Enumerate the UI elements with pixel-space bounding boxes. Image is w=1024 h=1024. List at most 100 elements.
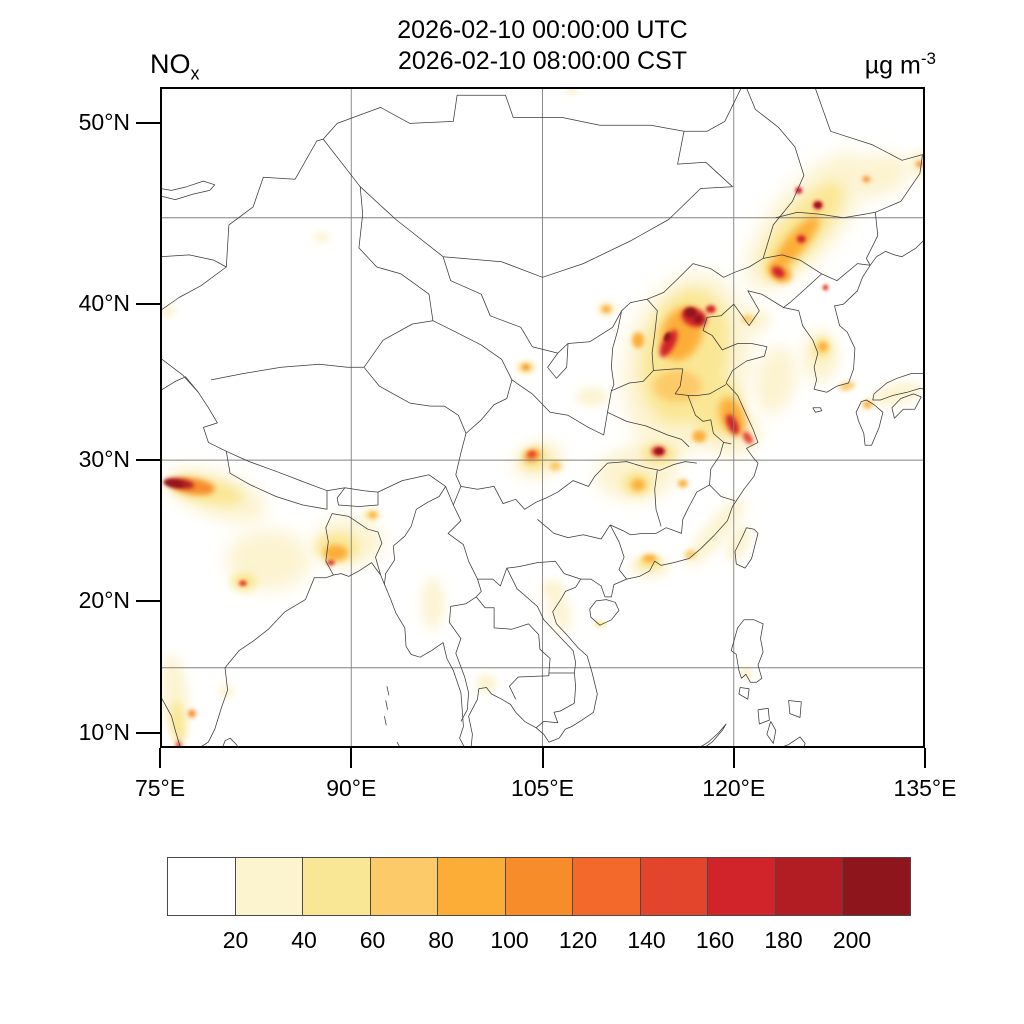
concentration-blob	[421, 577, 444, 630]
concentration-blob	[547, 585, 571, 633]
concentration-blob	[659, 329, 678, 358]
colorbar-cell	[707, 857, 776, 916]
map-svg	[160, 87, 925, 748]
border-line	[384, 716, 387, 726]
concentration-blob	[693, 315, 703, 324]
units-main-text: µg m	[864, 51, 921, 80]
concentration-blob	[741, 315, 754, 324]
border-line	[325, 513, 383, 576]
heat-layer	[160, 87, 925, 748]
border-line	[855, 399, 884, 446]
border-line	[730, 619, 764, 683]
border-line	[537, 519, 611, 540]
y-axis-tick-label: 10°N	[78, 719, 130, 746]
border-line	[460, 462, 608, 510]
y-axis-tick	[136, 732, 160, 735]
colorbar-tick-label: 40	[291, 927, 317, 953]
concentration-blob	[326, 559, 335, 566]
colorbar-cell	[369, 857, 438, 916]
border-line	[509, 672, 575, 700]
border-line	[738, 687, 750, 700]
concentration-blob	[323, 544, 348, 561]
concentration-blob	[476, 674, 497, 693]
colorbar-tick-label: 140	[627, 927, 666, 953]
y-axis-tick	[136, 599, 160, 602]
border-line	[788, 700, 802, 718]
y-axis-tick-label: 50°N	[78, 109, 130, 136]
border-line	[358, 186, 434, 368]
concentration-blob	[542, 580, 563, 597]
border-line	[734, 527, 759, 569]
border-line	[511, 379, 612, 436]
colorbar-tick-label: 160	[695, 927, 735, 953]
concentration-blob	[565, 87, 578, 96]
concentration-blob	[313, 232, 330, 243]
x-axis-tick-label: 90°E	[326, 775, 377, 801]
concentration-blob	[771, 266, 785, 278]
border-line	[766, 721, 777, 744]
border-line	[812, 407, 823, 413]
border-line	[225, 451, 328, 510]
colorbar-tick-label: 80	[428, 927, 454, 953]
border-line	[580, 290, 784, 598]
x-axis-tick-label: 120°E	[702, 775, 766, 801]
concentration-blob	[742, 431, 753, 445]
species-main-text: NO	[150, 49, 191, 79]
border-line	[699, 723, 727, 748]
borders-layer	[160, 87, 925, 748]
border-line	[609, 524, 627, 580]
colorbar-tick-label: 120	[558, 927, 598, 953]
border-line	[872, 373, 925, 401]
colorbar-tick-label: 200	[832, 927, 872, 953]
concentration-blob	[839, 381, 855, 391]
y-axis-tick-label: 40°N	[78, 290, 130, 317]
concentration-blob	[368, 512, 377, 518]
concentration-blob	[686, 497, 746, 567]
border-line	[611, 298, 658, 392]
concentration-blob	[818, 341, 828, 352]
colorbar-tick-label: 60	[359, 927, 386, 953]
concentration-blob	[653, 370, 702, 403]
border-line	[775, 211, 876, 219]
border-line	[611, 310, 622, 391]
border-line	[653, 368, 727, 396]
concentration-blob	[219, 684, 234, 699]
concentration-blob	[871, 382, 923, 406]
concentration-blob	[851, 153, 910, 197]
colorbar-tick-label: 100	[490, 927, 529, 953]
concentration-blob	[642, 554, 657, 563]
border-line	[783, 265, 871, 393]
y-axis-tick-label: 20°N	[78, 586, 130, 613]
colorbar-cell	[639, 857, 708, 916]
border-line	[757, 708, 770, 725]
concentration-blob	[632, 332, 645, 349]
border-line	[442, 256, 764, 354]
grid-layer	[160, 87, 925, 748]
concentration-blob	[796, 235, 806, 244]
colorbar-cell	[302, 857, 371, 916]
species-subscript: x	[190, 63, 200, 84]
concentration-blob	[175, 740, 183, 748]
border-line	[475, 596, 551, 674]
concentration-blob	[521, 364, 530, 371]
colorbar-tick-label: 20	[222, 927, 249, 953]
colorbar-cell	[167, 857, 236, 916]
concentration-blob	[631, 478, 646, 491]
border-line	[745, 87, 805, 259]
x-axis-tick-label: 75°E	[134, 775, 186, 801]
border-line	[449, 578, 482, 722]
concentration-blob	[549, 461, 562, 471]
border-line	[363, 367, 467, 506]
border-line	[322, 87, 743, 278]
concentration-blob	[677, 479, 688, 488]
concentration-blob	[862, 176, 871, 183]
border-line	[547, 343, 569, 379]
concentration-blob	[814, 202, 821, 208]
concentration-blob	[705, 305, 716, 314]
concentration-blob	[915, 161, 924, 168]
x-axis-tick	[924, 748, 926, 768]
concentration-blob	[160, 304, 176, 317]
x-axis-tick	[732, 748, 735, 768]
border-line	[589, 599, 620, 626]
